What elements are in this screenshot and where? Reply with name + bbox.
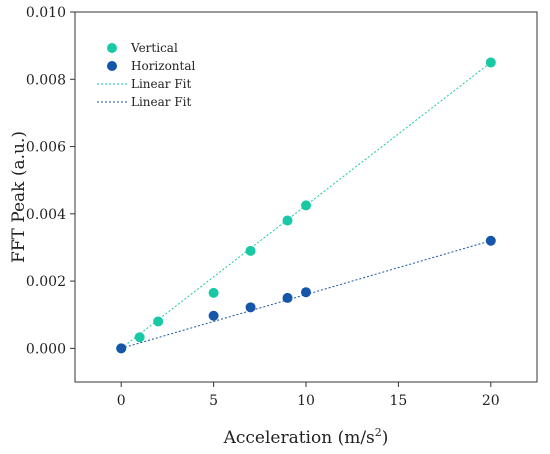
- vertical-point: [134, 332, 145, 343]
- x-tick-label: 10: [297, 393, 315, 409]
- x-axis-ticks: 0 5 10 15 20: [117, 382, 500, 409]
- horizontal-point: [116, 343, 127, 354]
- vertical-point: [208, 287, 219, 298]
- x-tick-label: 0: [117, 393, 126, 409]
- x-axis-title: Acceleration (m/s2): [223, 426, 389, 448]
- y-tick-label: 0.002: [26, 274, 66, 290]
- y-axis-ticks: 0.000 0.002 0.004 0.006 0.008 0.010: [26, 5, 75, 357]
- y-tick-label: 0.004: [26, 207, 66, 223]
- legend-label: Linear Fit: [131, 77, 192, 91]
- legend-label: Linear Fit: [131, 95, 192, 109]
- vertical-point: [485, 57, 496, 68]
- horizontal-point: [301, 287, 311, 298]
- vertical-point: [245, 245, 256, 256]
- vertical-point: [282, 215, 293, 226]
- horizontal-point: [485, 235, 496, 246]
- vertical-point: [301, 200, 311, 211]
- legend-label: Horizontal: [131, 59, 196, 73]
- legend: Vertical Horizontal Linear Fit Linear Fit: [97, 41, 196, 109]
- y-tick-label: 0.008: [26, 72, 66, 88]
- y-tick-label: 0.010: [26, 5, 66, 21]
- data-points: [116, 57, 496, 354]
- x-tick-label: 5: [209, 393, 218, 409]
- y-tick-label: 0.006: [26, 140, 66, 156]
- horizontal-point: [245, 302, 256, 313]
- legend-label: Vertical: [130, 41, 178, 55]
- horizontal-point: [282, 292, 293, 303]
- y-axis-title: FFT Peak (a.u.): [9, 131, 29, 263]
- legend-marker: [107, 43, 117, 53]
- vertical-point: [153, 316, 164, 327]
- x-tick-label: 15: [389, 393, 407, 409]
- horizontal-point: [208, 310, 219, 321]
- legend-marker: [107, 61, 117, 71]
- y-tick-label: 0.000: [26, 341, 66, 357]
- x-tick-label: 20: [482, 393, 500, 409]
